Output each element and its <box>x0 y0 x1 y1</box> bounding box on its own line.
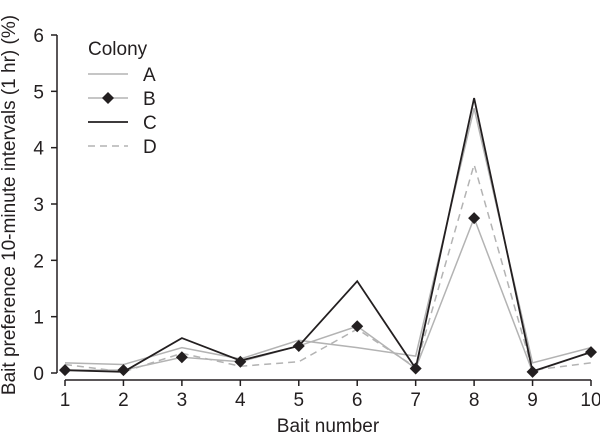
legend-title: Colony <box>88 39 148 60</box>
series-line-d <box>64 161 592 373</box>
series-line-c <box>64 97 592 373</box>
series-line-b <box>65 215 592 373</box>
legend-label-a: A <box>143 65 156 86</box>
data-point-b <box>117 364 130 377</box>
y-tick-label: 4 <box>33 139 44 160</box>
y-tick-label: 1 <box>33 308 44 329</box>
legend-label-b: B <box>143 89 156 110</box>
x-tick-label: 1 <box>60 390 71 411</box>
x-tick-label: 10 <box>580 390 600 411</box>
y-tick-label: 5 <box>33 82 44 103</box>
y-tick-label: 2 <box>33 251 44 272</box>
legend-label-c: C <box>143 113 157 134</box>
x-tick-label: 8 <box>469 390 480 411</box>
y-tick-label: 0 <box>33 364 44 385</box>
legend-marker-b <box>102 92 114 104</box>
y-tick-label: 3 <box>33 195 44 216</box>
series-group <box>59 97 597 378</box>
x-tick-label: 6 <box>352 390 363 411</box>
x-tick-label: 9 <box>527 390 538 411</box>
x-tick-label: 5 <box>293 390 304 411</box>
data-point-b <box>468 212 481 225</box>
y-tick-label: 6 <box>33 26 44 47</box>
x-tick-label: 3 <box>177 390 188 411</box>
data-point-b <box>351 320 364 333</box>
x-axis-label: Bait number <box>277 416 380 435</box>
x-tick-label: 4 <box>235 390 246 411</box>
y-axis-label: Bait preference 10-minute intervals (1 h… <box>0 15 20 395</box>
legend-label-d: D <box>143 137 157 158</box>
data-point-b <box>175 351 188 364</box>
x-tick-label: 7 <box>410 390 421 411</box>
x-tick-label: 2 <box>118 390 129 411</box>
